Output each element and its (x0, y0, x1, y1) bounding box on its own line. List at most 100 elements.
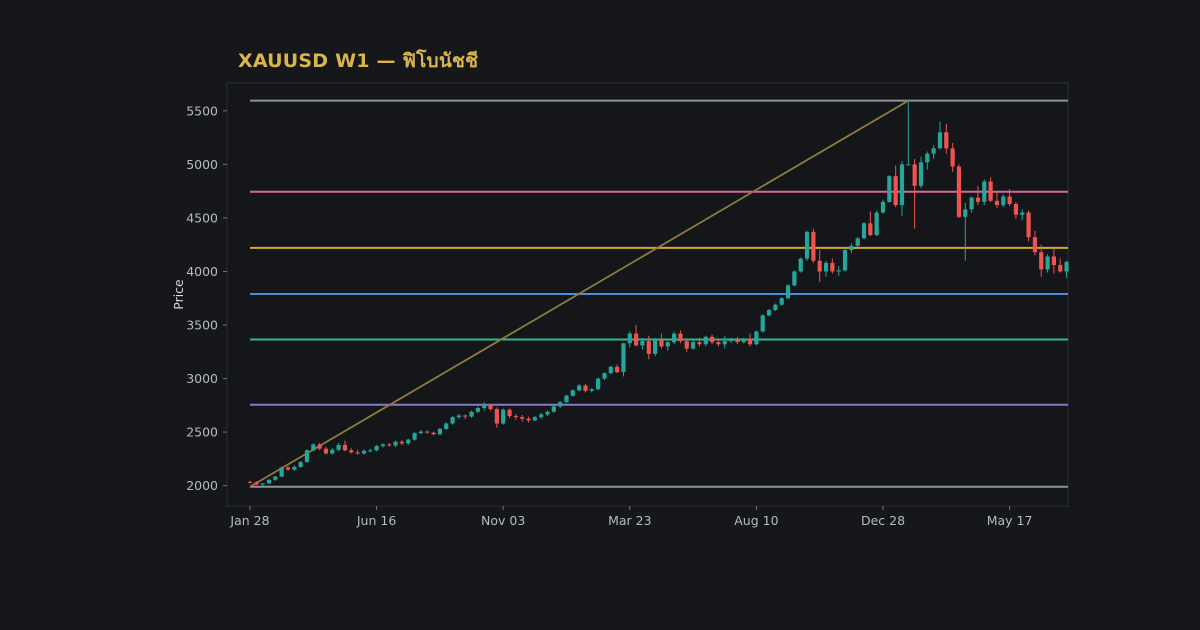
candle-body (368, 450, 373, 452)
candle (615, 364, 620, 374)
candle-body (323, 448, 329, 454)
candle (792, 270, 797, 287)
candle-body (564, 395, 569, 403)
candle (709, 334, 715, 345)
candle (361, 449, 367, 455)
candle (349, 448, 354, 454)
candle (406, 438, 411, 445)
candle (836, 266, 841, 276)
candle-body (621, 343, 626, 373)
y-tick-label: 5500 (186, 103, 218, 118)
candle-body (887, 176, 892, 202)
candle-body (482, 404, 487, 409)
candle (475, 406, 480, 414)
candle (963, 202, 968, 261)
candle-body (608, 366, 613, 374)
candle (634, 325, 639, 347)
candle-body (431, 432, 436, 435)
candle (564, 394, 569, 404)
x-tick-label: Dec 28 (861, 513, 905, 528)
candle-body (501, 409, 506, 424)
candle (627, 331, 632, 348)
candle-body (906, 164, 911, 166)
candle (1045, 254, 1050, 273)
candle-body (292, 466, 297, 470)
x-tick-label: Aug 10 (734, 513, 778, 528)
candle-body (1058, 265, 1063, 272)
candle-body (918, 162, 924, 186)
candle-body (988, 181, 993, 201)
candle (387, 442, 392, 447)
candle (855, 237, 860, 247)
candle (621, 343, 626, 377)
candle (469, 410, 474, 418)
candle (330, 448, 335, 455)
candle-body (760, 315, 765, 332)
candle (336, 442, 341, 452)
candle-body (311, 444, 316, 451)
candle-body (754, 331, 759, 345)
candle-body (912, 164, 917, 186)
candle (811, 228, 816, 263)
candle-body (994, 200, 1000, 206)
candle-body (842, 250, 848, 271)
candle-body (456, 415, 461, 418)
candle (380, 443, 386, 448)
candle (1064, 260, 1069, 278)
x-tick-label: Nov 03 (481, 513, 525, 528)
candle (254, 481, 259, 486)
candle-body (551, 406, 556, 412)
candle (456, 413, 461, 419)
candle (501, 408, 506, 425)
candle (925, 151, 930, 170)
candle-body (406, 439, 411, 444)
candle-body (963, 209, 968, 217)
candle-body (393, 441, 398, 446)
candle (773, 303, 778, 312)
candle-body (450, 417, 455, 424)
candle-body (659, 340, 664, 347)
y-axis: 2000 2500 3000 3500 4000 4500 5000 5500 (186, 103, 227, 493)
candle (899, 161, 905, 216)
candle-body (728, 340, 734, 342)
candle-body (893, 176, 898, 206)
candle-body (374, 446, 379, 451)
candle-body (532, 417, 537, 421)
candle (716, 340, 721, 347)
candle (659, 333, 664, 349)
candle-body (646, 341, 651, 354)
candle-body (1013, 204, 1019, 215)
candle-body (982, 181, 987, 202)
chart-title: XAUUSD W1 — ฟิโบนัชชี (238, 50, 479, 72)
candle (994, 192, 1000, 209)
candle-body (773, 304, 778, 311)
candle-body (741, 338, 746, 343)
candle (266, 479, 272, 485)
candle (418, 429, 424, 435)
candle-body (1032, 237, 1038, 253)
candle (602, 372, 607, 381)
candle-body (804, 231, 810, 259)
candle (551, 405, 556, 413)
candle-body (975, 197, 981, 202)
y-tick-label: 2500 (186, 425, 218, 440)
candle-body (380, 444, 386, 447)
candle (779, 297, 784, 306)
candle (399, 440, 405, 445)
candle (1032, 230, 1038, 256)
candle-body (811, 231, 816, 261)
candle (747, 333, 753, 347)
candle-body (463, 415, 468, 417)
candle (861, 222, 867, 240)
candle (798, 257, 803, 273)
candle-body (691, 342, 696, 349)
candle-body (880, 201, 886, 213)
candle-body (722, 341, 727, 345)
candle-body (279, 467, 284, 477)
candle (285, 465, 291, 471)
candle (912, 159, 917, 229)
candle (317, 442, 322, 451)
candle-body (716, 342, 721, 345)
candle-body (260, 483, 265, 485)
candle-body (399, 441, 405, 444)
